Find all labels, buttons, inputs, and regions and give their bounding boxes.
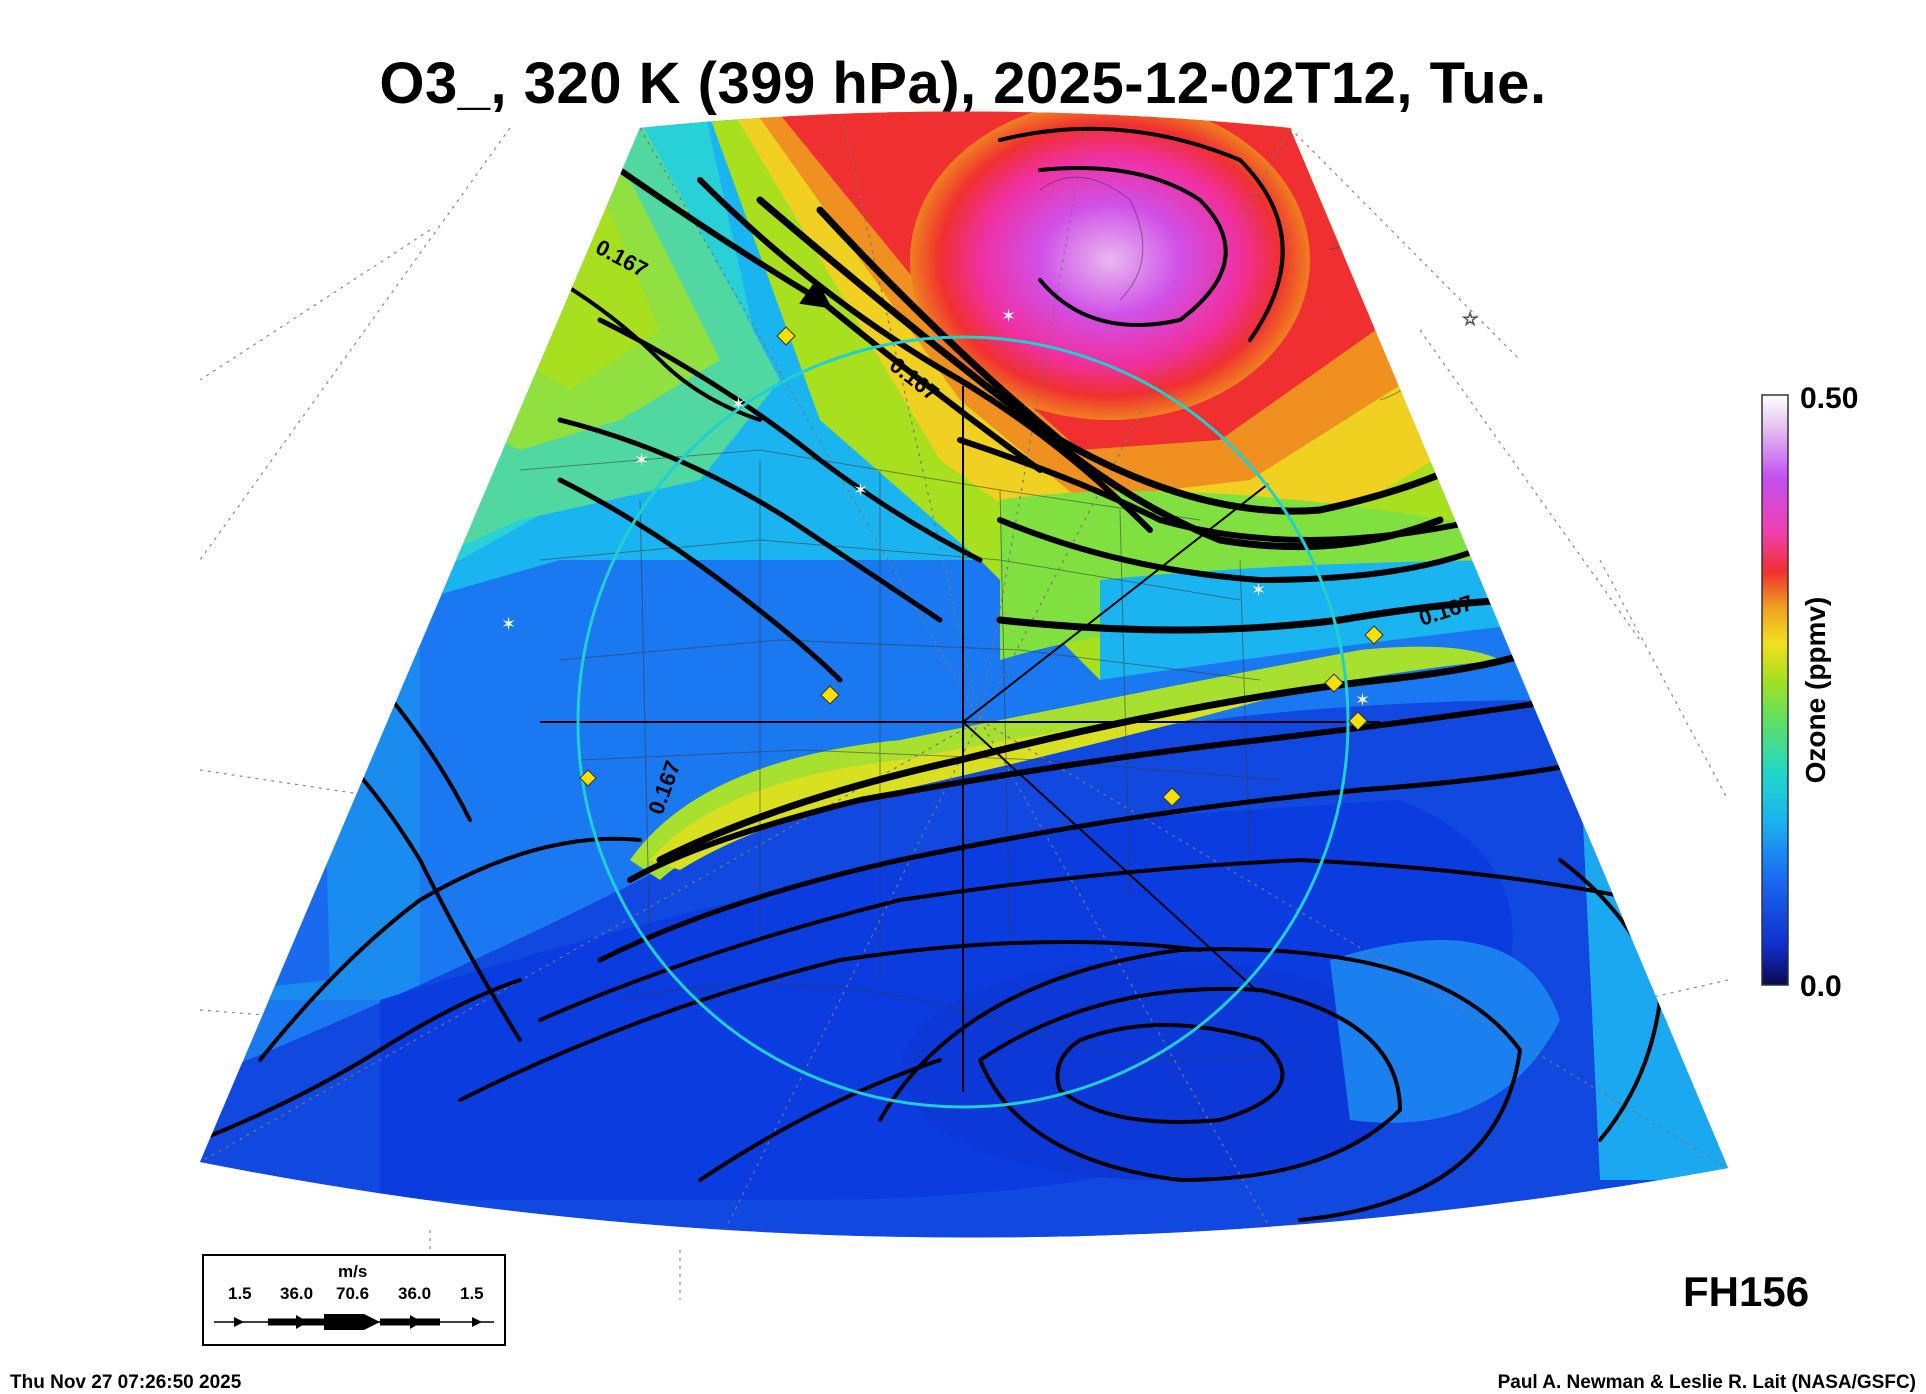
wind-key-value: 1.5 <box>460 1284 484 1303</box>
streamline <box>538 857 1642 1022</box>
streamline <box>617 167 1043 473</box>
range-crosshair <box>540 386 1380 1092</box>
diamond-marker <box>1348 711 1368 731</box>
streamline <box>656 646 1544 864</box>
star-outline: ☆ <box>1462 309 1479 331</box>
streamline <box>597 757 1603 963</box>
colorbar-label: Ozone (ppmv) <box>1800 597 1831 784</box>
streamline <box>996 596 1534 634</box>
streamline <box>627 697 1563 883</box>
streamline <box>878 947 1523 1222</box>
streamline <box>200 978 522 1142</box>
streamline <box>458 940 1202 1102</box>
star-markers: ✶ ✶ ✶ ✶ ✶ ✶ ✶ ✶ <box>501 306 1490 711</box>
wind-key-value: 36.0 <box>280 1284 314 1303</box>
streamline <box>978 986 1403 1183</box>
diamond-marker <box>1162 787 1182 807</box>
star-marker: ✶ <box>501 614 516 635</box>
wind-key-value: 1.5 <box>228 1284 252 1303</box>
star-marker: ✶ <box>853 480 868 501</box>
diamond-marker <box>1364 625 1384 645</box>
streamline <box>816 206 1544 515</box>
streamline <box>756 196 1444 551</box>
map-title: O3_, 320 K (399 hPa), 2025-12-02T12, Tue… <box>379 51 1547 116</box>
diamond-marker <box>776 326 796 346</box>
wind-streamlines <box>200 126 1663 1222</box>
star-marker: ✶ <box>1251 580 1266 601</box>
forecast-hour: FH156 <box>1683 1268 1810 1315</box>
star-marker: ✶ <box>1475 526 1490 547</box>
wind-key: m/s 1.5 36.0 70.6 36.0 1.5 <box>202 1254 506 1346</box>
streamline <box>557 477 843 683</box>
wind-key-unit: m/s <box>338 1262 368 1281</box>
star-marker: ✶ <box>634 450 649 471</box>
range-circle <box>576 335 1350 1109</box>
diamond-marker <box>1324 673 1344 693</box>
station-markers <box>579 326 1384 807</box>
streamline <box>997 517 1503 584</box>
streamline <box>258 836 642 1062</box>
diamond-marker <box>820 685 840 705</box>
streamline <box>1055 1023 1285 1124</box>
streamline <box>597 317 983 563</box>
colorbar <box>1761 394 1789 986</box>
streamline <box>957 437 1483 543</box>
wind-key-arrow <box>214 1314 494 1330</box>
diamond-marker <box>579 769 597 787</box>
credit: Paul A. Newman & Leslie R. Lait (NASA/GS… <box>1497 1372 1916 1393</box>
graticule-inner <box>200 111 1728 1238</box>
star-marker: ✶ <box>1001 306 1016 327</box>
streamline <box>1038 166 1228 327</box>
star-marker: ✶ <box>1355 690 1370 711</box>
streamline <box>698 1058 942 1182</box>
streamline <box>998 126 1285 342</box>
streamline <box>697 177 1153 533</box>
streamline <box>557 417 943 623</box>
wind-key-value: 70.6 <box>336 1284 370 1303</box>
star-marker: ✶ <box>731 394 746 415</box>
timestamp: Thu Nov 27 07:26:50 2025 <box>10 1372 242 1393</box>
colorbar-max-label: 0.50 <box>1800 382 1858 415</box>
colorbar-min-label: 0.0 <box>1800 970 1842 1003</box>
ozone-field <box>200 111 1728 1238</box>
svg-text:☆: ☆ <box>1462 309 1478 330</box>
wind-key-value: 36.0 <box>398 1284 432 1303</box>
